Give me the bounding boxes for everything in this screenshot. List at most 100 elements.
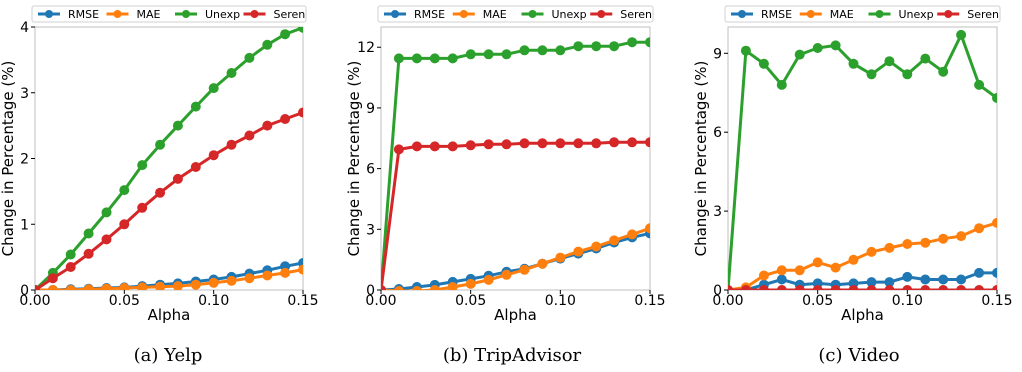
legend-label-rmse: RMSE [761, 8, 792, 21]
data-point-rmse [992, 267, 997, 278]
data-point-seren [411, 141, 422, 152]
data-point-seren [740, 285, 751, 290]
data-point-seren [172, 173, 183, 184]
legend-label-unexp: Unexp [205, 8, 240, 21]
legend-frame [31, 5, 307, 23]
data-point-mae [645, 223, 650, 234]
data-point-mae [47, 285, 58, 290]
data-point-mae [938, 233, 949, 244]
data-point-unexp [776, 79, 787, 90]
y-tick-label: 12 [357, 40, 375, 56]
series-line-unexp [381, 40, 650, 290]
data-point-seren [483, 139, 494, 150]
data-point-mae [848, 254, 859, 265]
legend-swatch-marker [597, 10, 606, 18]
legend-label-seren: Seren [620, 8, 652, 21]
x-axis-label: Alpha [494, 306, 537, 324]
legend-swatch-marker [250, 10, 259, 18]
panel-caption: (a) Yelp [134, 345, 203, 366]
data-point-seren [465, 140, 476, 151]
data-point-seren [393, 144, 404, 155]
series-line-mae [381, 226, 650, 290]
data-point-mae [190, 279, 201, 290]
data-point-seren [609, 137, 620, 148]
data-point-mae [591, 241, 602, 252]
y-tick-label: 0 [366, 283, 375, 299]
data-point-unexp [65, 249, 76, 260]
y-tick-label: 6 [713, 125, 722, 141]
data-point-mae [519, 264, 530, 275]
data-point-unexp [137, 160, 148, 171]
plot-frame [380, 26, 651, 291]
legend-label-mae: MAE [830, 8, 854, 21]
data-point-seren [447, 141, 458, 152]
series-line-rmse [728, 271, 997, 290]
data-point-unexp [956, 29, 967, 40]
data-point-mae [812, 257, 823, 268]
plot-frame [727, 26, 998, 291]
data-point-unexp [758, 58, 769, 69]
data-point-mae [244, 273, 255, 284]
chart-panel-1: 0.00 0.05 0.10 0.15 0 1 2 3 4 Alpha Change in Perc… [0, 5, 319, 366]
data-point-mae [573, 246, 584, 257]
legend-label-seren: Seren [967, 8, 999, 21]
data-point-unexp [262, 39, 273, 50]
data-point-unexp [794, 49, 805, 60]
data-point-mae [627, 229, 638, 240]
data-point-unexp [938, 66, 949, 77]
data-point-mae [974, 223, 985, 234]
data-point-unexp [884, 56, 895, 67]
series-line-unexp [35, 27, 303, 290]
series-line-seren [35, 111, 303, 290]
y-tick-label: 2 [20, 152, 29, 168]
data-point-mae [537, 258, 548, 269]
data-point-mae [119, 283, 130, 290]
data-point-unexp [848, 58, 859, 69]
data-point-seren [794, 285, 805, 290]
legend-frame [724, 5, 1001, 23]
data-point-seren [992, 285, 997, 290]
data-point-seren [812, 285, 823, 290]
x-tick-label: 0.05 [802, 293, 833, 309]
legend: RMSE MAE Unexp Seren [31, 5, 307, 23]
data-point-seren [47, 273, 58, 284]
data-point-mae [920, 237, 931, 248]
data-point-mae [956, 231, 967, 242]
data-point-unexp [83, 228, 94, 239]
y-tick-label: 3 [20, 86, 29, 102]
data-point-seren [262, 120, 273, 131]
legend-label-mae: MAE [137, 8, 161, 21]
data-point-unexp [280, 29, 291, 40]
x-tick-label: 0.15 [287, 293, 318, 309]
data-point-seren [208, 150, 219, 161]
legend-swatch-marker [45, 10, 53, 18]
y-tick-label: 9 [366, 101, 375, 117]
data-point-mae [884, 242, 895, 253]
data-point-mae [483, 274, 494, 285]
data-point-seren [137, 202, 148, 213]
data-point-unexp [645, 37, 650, 48]
data-point-seren [381, 285, 386, 290]
data-point-unexp [902, 69, 913, 80]
data-point-mae [609, 235, 620, 246]
data-point-seren [938, 285, 949, 290]
data-point-mae [226, 275, 237, 286]
data-point-unexp [465, 49, 476, 60]
x-tick-label: 0.10 [892, 293, 923, 309]
panel-caption: (c) Video [818, 345, 899, 366]
data-point-seren [848, 285, 859, 290]
data-point-rmse [866, 277, 877, 288]
legend-swatch-marker [391, 10, 399, 18]
legend-swatch-marker [459, 10, 468, 18]
data-point-unexp [298, 27, 303, 33]
data-point-mae [866, 246, 877, 257]
data-point-rmse [902, 271, 913, 282]
data-point-seren [280, 114, 291, 124]
series-line-unexp [728, 33, 997, 290]
data-point-seren [591, 138, 602, 149]
data-point-seren [501, 139, 512, 150]
data-point-seren [519, 138, 530, 149]
data-point-unexp [447, 53, 458, 64]
data-point-seren [758, 285, 769, 290]
